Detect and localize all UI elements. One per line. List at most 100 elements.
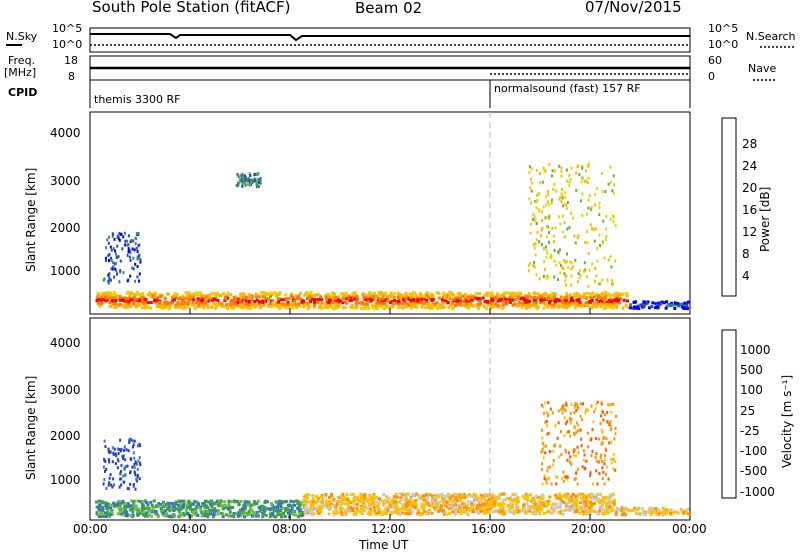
data-cell xyxy=(184,291,188,295)
data-cell xyxy=(564,260,567,264)
data-cell xyxy=(188,298,192,302)
data-cell xyxy=(539,299,543,303)
data-cell xyxy=(642,511,645,515)
data-cell xyxy=(621,306,625,310)
data-cell xyxy=(460,505,464,509)
data-cell xyxy=(485,294,489,297)
data-cell xyxy=(612,215,615,219)
data-cell xyxy=(430,298,434,302)
data-cell xyxy=(191,303,195,307)
data-cell xyxy=(103,478,106,482)
data-cell xyxy=(122,299,126,303)
data-cell xyxy=(344,291,348,295)
data-cell xyxy=(130,238,133,242)
data-cell xyxy=(511,298,515,302)
data-cell xyxy=(119,269,122,273)
data-cell xyxy=(662,301,666,305)
data-cell xyxy=(276,510,280,514)
data-cell xyxy=(443,503,447,507)
data-cell xyxy=(161,509,165,513)
data-cell xyxy=(541,482,544,486)
data-cell xyxy=(99,500,103,504)
data-cell xyxy=(125,448,128,452)
data-cell xyxy=(574,477,577,481)
data-cell xyxy=(454,507,458,511)
data-cell xyxy=(623,506,627,510)
data-cell xyxy=(565,401,568,405)
data-cell xyxy=(541,296,545,300)
data-cell xyxy=(617,301,621,305)
data-cell xyxy=(126,464,129,468)
data-cell xyxy=(248,172,251,176)
data-cell xyxy=(382,292,386,296)
data-cell xyxy=(670,301,673,305)
data-cell xyxy=(534,253,537,257)
data-cell xyxy=(543,267,546,271)
data-cell xyxy=(582,499,586,503)
data-cell xyxy=(538,499,542,503)
xtick-3: 12:00 xyxy=(371,522,406,536)
cpid-segment-2: normalsound (fast) 157 RF xyxy=(494,82,641,95)
data-cell xyxy=(527,504,531,508)
data-cell xyxy=(119,232,122,236)
data-cell xyxy=(578,173,581,177)
data-cell xyxy=(118,485,121,489)
data-cell xyxy=(175,293,179,296)
data-cell xyxy=(605,437,608,440)
data-cell xyxy=(419,292,423,296)
data-cell xyxy=(585,409,588,413)
data-cell xyxy=(586,181,589,185)
data-cell xyxy=(605,300,609,304)
data-cell xyxy=(302,498,306,502)
data-cell xyxy=(203,296,207,300)
data-cell xyxy=(569,411,572,415)
data-cell xyxy=(665,300,669,304)
data-cell xyxy=(140,306,144,310)
data-cell xyxy=(526,507,530,511)
data-cell xyxy=(542,275,545,278)
data-cell xyxy=(445,505,449,509)
data-cell xyxy=(368,507,372,511)
data-cell xyxy=(538,277,541,281)
data-cell xyxy=(106,279,109,283)
data-cell xyxy=(174,502,177,506)
data-cell xyxy=(248,306,252,310)
data-cell xyxy=(332,292,336,296)
data-cell xyxy=(532,291,536,295)
data-cell xyxy=(421,302,425,306)
data-cell xyxy=(373,496,377,500)
data-cell xyxy=(249,505,253,509)
data-cell xyxy=(185,295,189,298)
data-cell xyxy=(577,451,580,455)
data-cell xyxy=(138,302,142,306)
data-cell xyxy=(438,306,442,310)
data-cell xyxy=(575,498,579,502)
data-cell xyxy=(595,274,598,278)
data-cell xyxy=(391,305,395,308)
data-cell xyxy=(469,294,473,298)
data-cell xyxy=(141,506,145,510)
data-cell xyxy=(422,508,426,511)
data-cell xyxy=(195,291,199,295)
data-cell xyxy=(451,494,454,498)
data-cell xyxy=(183,296,187,300)
power-ytick-4000: 4000 xyxy=(50,126,81,140)
data-cell xyxy=(393,292,397,296)
data-cell xyxy=(336,297,340,301)
data-cell xyxy=(95,299,99,302)
data-cell xyxy=(566,201,569,204)
data-cell xyxy=(494,304,498,308)
data-cell xyxy=(534,511,538,515)
data-cell xyxy=(587,408,589,412)
data-cell xyxy=(366,305,370,309)
data-cell xyxy=(554,493,557,497)
data-cell xyxy=(111,446,114,450)
data-cell xyxy=(444,299,448,303)
data-cell xyxy=(152,499,156,503)
freq-tick-top: 18 xyxy=(64,54,78,67)
data-cell xyxy=(435,301,439,305)
data-cell xyxy=(553,275,556,279)
data-cell xyxy=(254,295,258,299)
data-cell xyxy=(573,501,577,505)
data-cell xyxy=(541,462,543,466)
